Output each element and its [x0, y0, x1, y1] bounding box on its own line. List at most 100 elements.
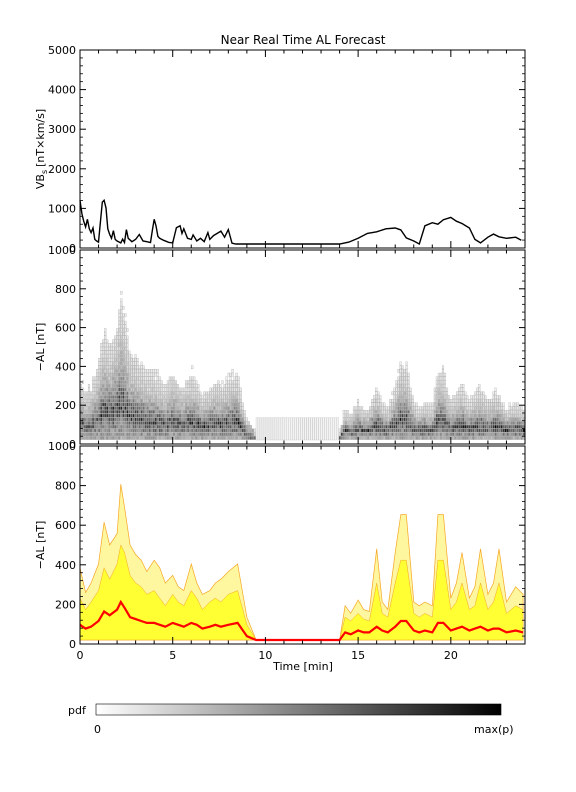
pdf-cell — [122, 369, 125, 373]
colorbar-gradient — [95, 703, 502, 716]
pdf-cell — [520, 424, 523, 429]
pdf-cell — [81, 421, 84, 425]
pdf-cell — [504, 436, 507, 440]
pdf-cell — [98, 406, 101, 410]
pdf-cell — [215, 432, 218, 437]
pdf-cell — [185, 428, 188, 433]
pdf-cell — [146, 384, 149, 388]
pdf-cell — [124, 313, 127, 317]
pdf-cell — [460, 436, 463, 440]
pdf-cell — [464, 410, 467, 414]
pdf-cell — [104, 343, 107, 347]
pdf-cell — [201, 436, 204, 440]
pdf-cell — [154, 432, 157, 437]
pdf-cell — [126, 432, 129, 437]
pdf-cell — [122, 358, 125, 362]
pdf-cell — [456, 424, 459, 429]
pdf-cell — [359, 436, 362, 440]
pdf-cell — [213, 428, 216, 433]
pdf-cell — [193, 384, 196, 388]
pdf-cell — [478, 432, 481, 437]
pdf-cell — [185, 410, 188, 414]
pdf-cell — [156, 436, 159, 440]
pdf-cell — [148, 384, 151, 388]
pdf-cell — [108, 413, 111, 418]
pdf-cell — [92, 413, 95, 418]
pdf-cell — [241, 424, 244, 429]
pdf-cell — [92, 410, 95, 414]
y-tick-label: 200 — [55, 598, 76, 611]
pdf-cell — [170, 395, 173, 399]
pdf-cell — [500, 432, 503, 437]
pdf-cell — [235, 410, 238, 414]
pdf-cell — [397, 417, 400, 422]
pdf-cell — [118, 413, 121, 418]
pdf-cell — [207, 413, 210, 418]
pdf-cell — [425, 432, 428, 437]
pdf-cell — [484, 398, 487, 403]
pdf-cell — [120, 376, 123, 381]
pdf-cell — [452, 410, 455, 414]
pdf-cell — [445, 417, 449, 422]
pdf-cell — [209, 421, 212, 425]
pdf-cell — [359, 424, 362, 429]
pdf-cell — [124, 365, 127, 370]
pdf-cell — [460, 395, 463, 399]
pdf-cell — [403, 432, 406, 437]
pdf-cell — [496, 428, 499, 433]
pdf-cell — [219, 402, 222, 407]
pdf-cell — [126, 343, 129, 347]
pdf-cell — [144, 376, 147, 381]
pdf-cell — [387, 410, 390, 414]
pdf-cell — [350, 428, 353, 433]
pdf-cell — [181, 436, 184, 440]
pdf-cell — [168, 413, 171, 418]
pdf-cell — [213, 413, 216, 418]
pdf-cell — [203, 421, 206, 425]
pdf-cell — [439, 432, 442, 437]
pdf-cell — [235, 432, 238, 437]
pdf-cell — [110, 421, 113, 425]
pdf-cell — [454, 402, 457, 407]
pdf-cell — [405, 361, 408, 366]
pdf-cell — [100, 406, 103, 410]
pdf-cell — [433, 432, 436, 437]
pdf-cell — [439, 402, 442, 407]
pdf-cell — [100, 410, 103, 414]
pdf-cell — [164, 395, 167, 399]
pdf-cell — [411, 410, 414, 414]
pdf-cell — [452, 406, 455, 410]
pdf-cell — [118, 313, 121, 317]
pdf-cell — [176, 387, 180, 392]
pdf-cell — [134, 369, 137, 373]
pdf-cell — [371, 402, 374, 407]
pdf-cell — [417, 417, 420, 422]
pdf-cell — [185, 417, 188, 422]
pdf-cell — [516, 421, 519, 425]
pdf-cell — [195, 380, 198, 384]
pdf-cell — [496, 410, 499, 414]
pdf-cell — [94, 398, 97, 403]
pdf-cell — [140, 361, 143, 366]
pdf-cell — [391, 432, 394, 437]
pdf-cell — [201, 421, 204, 425]
pdf-cell — [363, 421, 366, 425]
pdf-cell — [492, 410, 495, 414]
pdf-cell — [158, 391, 161, 396]
pdf-cell — [227, 391, 230, 396]
pdf-cell — [199, 417, 202, 422]
pdf-cell — [367, 428, 370, 433]
pdf-cell — [235, 436, 238, 440]
pdf-cell — [215, 410, 218, 414]
pdf-cell — [445, 406, 449, 410]
pdf-cell — [120, 380, 123, 384]
pdf-cell — [96, 436, 99, 440]
pdf-cell — [401, 436, 404, 440]
pdf-cell — [496, 395, 499, 399]
pdf-cell — [160, 436, 163, 440]
pdf-cell — [241, 410, 244, 414]
pdf-cell — [114, 339, 117, 344]
pdf-cell — [152, 436, 155, 440]
pdf-cell — [120, 309, 123, 314]
pdf-cell — [391, 391, 394, 396]
